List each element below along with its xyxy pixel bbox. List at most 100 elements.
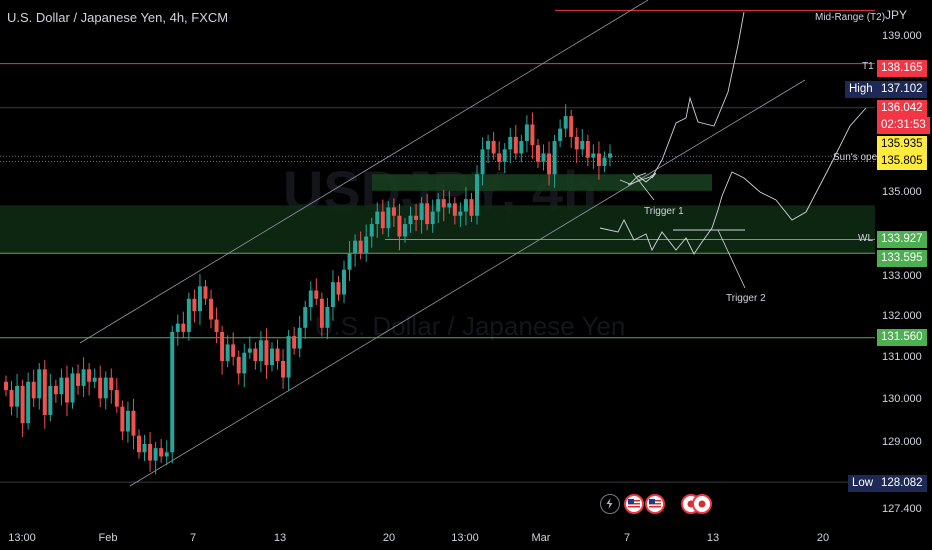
candle-body [563, 116, 568, 129]
candle-body [574, 136, 579, 150]
candle-body [76, 373, 81, 386]
candle-body [414, 215, 419, 220]
candle-body [319, 298, 324, 328]
candle-body [20, 385, 25, 424]
candle-body [408, 215, 413, 225]
projection-path-2 [599, 107, 867, 255]
candle-body [552, 141, 557, 175]
candle-body [491, 141, 496, 154]
candle-body [486, 141, 491, 150]
candle-body [380, 211, 385, 229]
candle-body [391, 207, 396, 216]
candle-body [425, 203, 430, 225]
candle-body [4, 381, 8, 391]
candle-body [92, 377, 97, 382]
candle-body [386, 207, 391, 229]
candle-body [475, 174, 480, 216]
time-tick-label: 13:00 [451, 532, 479, 544]
lightning-event-icon[interactable] [600, 494, 620, 514]
candle-body [170, 331, 175, 453]
candle-body [358, 240, 363, 254]
time-tick-label: 13 [274, 532, 286, 544]
channel-lower-line [129, 79, 806, 487]
candle-body [608, 153, 612, 158]
candle-body [48, 385, 53, 415]
candle-body [463, 199, 468, 212]
trigger2-pointer [717, 229, 746, 289]
candle-body [109, 377, 114, 391]
time-tick-label: 13 [707, 532, 719, 544]
candle-body [258, 340, 263, 361]
candle-body [209, 298, 214, 320]
candle-body [580, 141, 585, 150]
candle-body [220, 331, 225, 361]
candle-body [181, 323, 186, 332]
price-tick-label: 133.000 [882, 270, 922, 282]
candle-body [236, 356, 241, 374]
current-price-badge: 136.042 [877, 100, 927, 117]
candle-body [591, 153, 596, 158]
candle-body [452, 203, 457, 216]
candle-body [397, 215, 402, 237]
candle-body [15, 385, 20, 407]
time-tick-label: 7 [624, 532, 630, 544]
candle-body [26, 381, 31, 424]
currency-label: JPY [885, 8, 908, 22]
channel-upper-line [79, 0, 649, 344]
candle-body [142, 444, 147, 453]
candle-body [402, 224, 407, 237]
candle-body [303, 307, 308, 328]
price-tick-label: 131.000 [882, 351, 922, 363]
low-label-badge: Low [848, 475, 878, 492]
trigger1-pointer [632, 172, 655, 201]
candle-body [441, 199, 446, 208]
candle-body [330, 282, 335, 308]
time-tick-label: Mar [532, 532, 551, 544]
high-price-badge: 137.102 [877, 81, 927, 98]
demand-zone [0, 205, 875, 254]
candle-body [519, 141, 524, 154]
price-tick-label: 132.000 [882, 310, 922, 322]
candle-body [269, 348, 274, 366]
candle-body [136, 435, 141, 453]
candle-body [292, 336, 297, 349]
candle-body [175, 323, 180, 332]
trigger2-label: Trigger 2 [726, 293, 766, 304]
candle-body [203, 286, 208, 299]
price-tick-label: 130.000 [882, 393, 922, 405]
candle-body [596, 153, 601, 166]
candle-body [508, 136, 513, 150]
candle-body [502, 149, 507, 162]
candle-body [81, 369, 86, 386]
jp-flag-event-icon-2[interactable] [692, 494, 712, 514]
candle-body [569, 116, 574, 137]
price-tick-label: 127.400 [882, 503, 922, 515]
candle-body [369, 224, 374, 237]
sun-open-label: Sun's open [833, 152, 883, 163]
low-price-badge: 128.082 [877, 475, 927, 492]
us-flag-event-icon-2[interactable] [645, 494, 665, 514]
price-tick-label: 129.000 [882, 436, 922, 448]
us-flag-event-icon[interactable] [624, 494, 644, 514]
candle-body [430, 211, 435, 225]
candle-body [325, 307, 330, 328]
candle-body [42, 369, 47, 415]
candle-body [353, 240, 358, 254]
candle-body [125, 410, 130, 432]
candle-body [197, 286, 202, 312]
candle-body [114, 390, 119, 407]
zone-price-badge: 133.595 [877, 250, 927, 267]
high-label-badge: High [845, 81, 877, 98]
candle-body [314, 290, 319, 299]
trigger1-scribble [627, 172, 657, 186]
candle-body [53, 385, 58, 395]
candle-body [458, 211, 463, 216]
candle-body [497, 153, 502, 162]
candle-body [98, 377, 103, 399]
candle-body [547, 153, 552, 175]
candle-body [87, 369, 92, 382]
candle-body [214, 319, 219, 332]
candle-body [37, 369, 42, 399]
